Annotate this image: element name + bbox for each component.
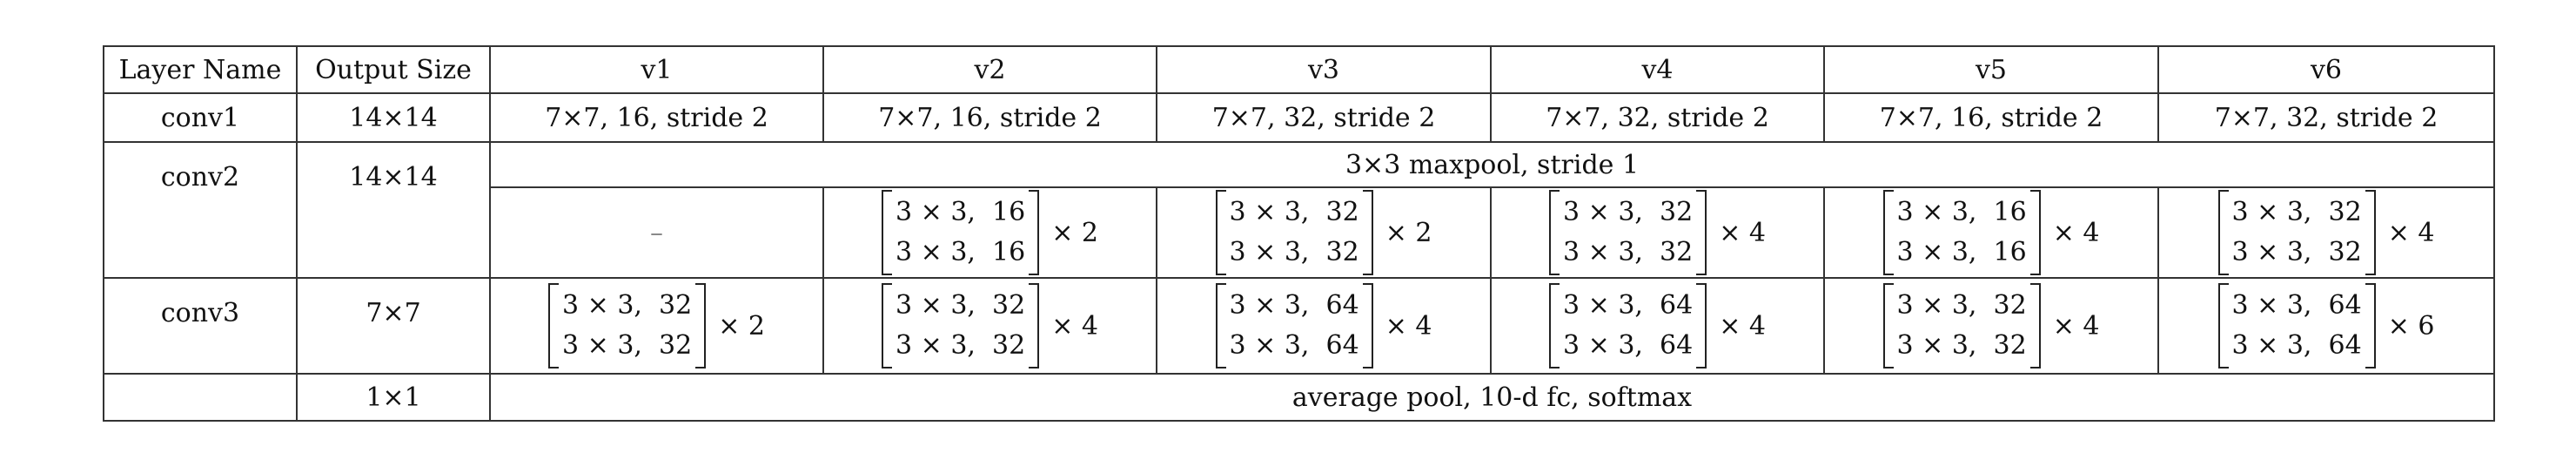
block-line-1: 3 × 3, 32 — [896, 290, 1026, 321]
layer-name: conv2 — [103, 141, 298, 279]
block-line-2: 3 × 3, 32 — [1563, 237, 1694, 267]
block-bracket-group: 3 × 3, 32 3 × 3, 32 × 2 — [1215, 190, 1432, 275]
block-bracket: 3 × 3, 64 3 × 3, 64 — [1549, 283, 1707, 368]
header-cell: v6 — [2157, 45, 2495, 94]
header-cell: v4 — [1490, 45, 1825, 94]
block-cell: 3 × 3, 32 3 × 3, 32 × 2 — [1156, 186, 1492, 279]
block-bracket: 3 × 3, 32 3 × 3, 32 — [1549, 190, 1707, 275]
block-multiplier: × 4 — [1051, 310, 1098, 341]
block-bracket: 3 × 3, 32 3 × 3, 32 — [882, 283, 1040, 368]
conv3-row: conv3 7×7 3 × 3, 32 3 × 3, 32 × 2 3 × 3, 3… — [103, 277, 2495, 375]
block-multiplier: × 2 — [718, 310, 765, 341]
block-cell: 3 × 3, 64 3 × 3, 64 × 6 — [2157, 277, 2495, 375]
block-cell: 3 × 3, 32 3 × 3, 32 × 4 — [1823, 277, 2159, 375]
block-cell: 3 × 3, 16 3 × 3, 16 × 4 — [1823, 186, 2159, 279]
block-bracket-group: 3 × 3, 64 3 × 3, 64 × 6 — [2217, 283, 2435, 368]
block-cell: 3 × 3, 64 3 × 3, 64 × 4 — [1490, 277, 1825, 375]
maxpool-cell: 3×3 maxpool, stride 1 — [489, 141, 2495, 188]
block-line-1: 3 × 3, 16 — [896, 197, 1026, 227]
block-line-2: 3 × 3, 32 — [2231, 237, 2362, 267]
block-multiplier: × 4 — [2387, 217, 2435, 248]
conv1-cell: 7×7, 16, stride 2 — [1823, 92, 2159, 143]
final-layer-cell: average pool, 10-d fc, softmax — [489, 373, 2495, 422]
block-line-1: 3 × 3, 64 — [1229, 290, 1359, 321]
block-line-1: 3 × 3, 32 — [1896, 290, 2027, 321]
block-line-1: 3 × 3, 32 — [562, 290, 693, 321]
conv2-block-row: – 3 × 3, 16 3 × 3, 16 × 2 3 × 3, 32 3 × 3, … — [104, 186, 2495, 279]
conv1-row: conv1 14×14 7×7, 16, stride 2 7×7, 16, s… — [103, 92, 2495, 143]
block-cell: 3 × 3, 32 3 × 3, 32 × 4 — [822, 277, 1157, 375]
block-bracket-group: 3 × 3, 16 3 × 3, 16 × 4 — [1882, 190, 2100, 275]
conv1-cell: 7×7, 32, stride 2 — [1490, 92, 1825, 143]
block-line-2: 3 × 3, 64 — [1229, 330, 1359, 361]
block-cell: 3 × 3, 32 3 × 3, 32 × 2 — [489, 277, 824, 375]
header-cell: v1 — [489, 45, 824, 94]
layer-name: conv3 — [103, 277, 298, 375]
block-multiplier: × 4 — [1385, 310, 1432, 341]
header-cell: v3 — [1156, 45, 1492, 94]
block-bracket-group: 3 × 3, 64 3 × 3, 64 × 4 — [1215, 283, 1432, 368]
block-multiplier: × 4 — [2052, 310, 2100, 341]
block-multiplier: × 6 — [2387, 310, 2435, 341]
conv1-cell: 7×7, 32, stride 2 — [1156, 92, 1492, 143]
block-bracket: 3 × 3, 32 3 × 3, 32 — [548, 283, 707, 368]
conv1-cell: 7×7, 16, stride 2 — [489, 92, 824, 143]
layer-name: conv1 — [103, 92, 298, 143]
block-line-2: 3 × 3, 32 — [1896, 330, 2027, 361]
block-cell: 3 × 3, 64 3 × 3, 64 × 4 — [1156, 277, 1492, 375]
block-line-2: 3 × 3, 64 — [2231, 330, 2362, 361]
block-bracket: 3 × 3, 32 3 × 3, 32 — [2217, 190, 2376, 275]
block-line-2: 3 × 3, 32 — [1229, 237, 1359, 267]
block-bracket: 3 × 3, 64 3 × 3, 64 — [2217, 283, 2376, 368]
block-line-1: 3 × 3, 32 — [1563, 197, 1694, 227]
block-multiplier: × 2 — [1051, 217, 1098, 248]
block-line-2: 3 × 3, 32 — [896, 330, 1026, 361]
block-bracket: 3 × 3, 32 3 × 3, 32 — [1882, 283, 2041, 368]
conv2-maxpool-row: conv2 14×14 3×3 maxpool, stride 1 — [103, 141, 2495, 279]
block-bracket-group: 3 × 3, 32 3 × 3, 32 × 4 — [882, 283, 1098, 368]
conv1-cell: 7×7, 16, stride 2 — [822, 92, 1157, 143]
block-bracket-group: 3 × 3, 64 3 × 3, 64 × 4 — [1549, 283, 1766, 368]
header-cell: v5 — [1823, 45, 2159, 94]
block-bracket-group: 3 × 3, 32 3 × 3, 32 × 4 — [1882, 283, 2100, 368]
block-cell: 3 × 3, 32 3 × 3, 32 × 4 — [2157, 186, 2495, 279]
block-cell: 3 × 3, 16 3 × 3, 16 × 2 — [822, 186, 1157, 279]
block-line-2: 3 × 3, 16 — [896, 237, 1026, 267]
header-cell: Output Size — [296, 45, 491, 94]
block-bracket-group: 3 × 3, 16 3 × 3, 16 × 2 — [882, 190, 1098, 275]
block-bracket: 3 × 3, 16 3 × 3, 16 — [882, 190, 1040, 275]
block-bracket: 3 × 3, 32 3 × 3, 32 — [1215, 190, 1373, 275]
block-multiplier: × 2 — [1385, 217, 1432, 248]
block-cell: 3 × 3, 32 3 × 3, 32 × 4 — [1490, 186, 1825, 279]
block-bracket-group: 3 × 3, 32 3 × 3, 32 × 2 — [548, 283, 765, 368]
block-line-2: 3 × 3, 64 — [1563, 330, 1694, 361]
block-bracket-group: 3 × 3, 32 3 × 3, 32 × 4 — [2217, 190, 2435, 275]
empty-block-dash: – — [489, 186, 824, 279]
block-line-1: 3 × 3, 32 — [1229, 197, 1359, 227]
block-line-2: 3 × 3, 32 — [562, 330, 693, 361]
output-size: 7×7 — [296, 277, 491, 375]
conv1-cell: 7×7, 32, stride 2 — [2157, 92, 2495, 143]
final-row: 1×1 average pool, 10-d fc, softmax — [103, 373, 2495, 422]
block-line-1: 3 × 3, 64 — [1563, 290, 1694, 321]
block-multiplier: × 4 — [2052, 217, 2100, 248]
header-cell: Layer Name — [103, 45, 298, 94]
block-multiplier: × 4 — [1719, 217, 1766, 248]
architecture-table: Layer Name Output Size v1 v2 v3 v4 v5 v6… — [103, 45, 2495, 422]
output-size: 14×14 — [296, 141, 491, 279]
block-line-1: 3 × 3, 64 — [2231, 290, 2362, 321]
header-row: Layer Name Output Size v1 v2 v3 v4 v5 v6 — [103, 45, 2495, 94]
block-line-1: 3 × 3, 16 — [1896, 197, 2027, 227]
block-bracket-group: 3 × 3, 32 3 × 3, 32 × 4 — [1549, 190, 1766, 275]
header-cell: v2 — [822, 45, 1157, 94]
block-bracket: 3 × 3, 64 3 × 3, 64 — [1215, 283, 1373, 368]
layer-name — [103, 373, 298, 422]
block-multiplier: × 4 — [1719, 310, 1766, 341]
block-line-1: 3 × 3, 32 — [2231, 197, 2362, 227]
output-size: 1×1 — [296, 373, 491, 422]
block-bracket: 3 × 3, 16 3 × 3, 16 — [1882, 190, 2041, 275]
block-line-2: 3 × 3, 16 — [1896, 237, 2027, 267]
output-size: 14×14 — [296, 92, 491, 143]
